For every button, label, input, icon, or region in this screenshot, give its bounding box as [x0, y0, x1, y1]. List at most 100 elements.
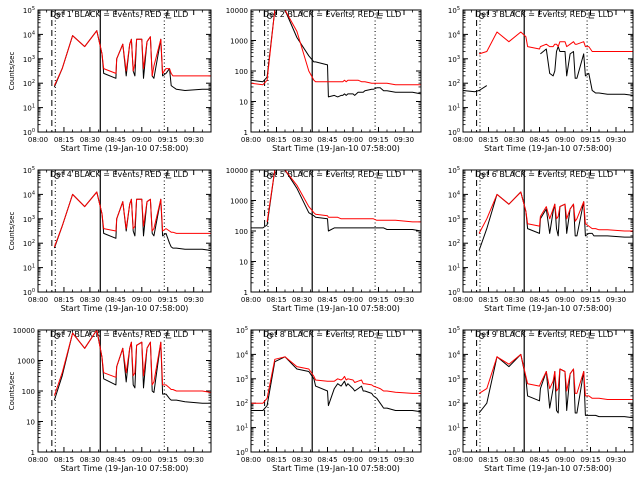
- x-tick-label: 09:00: [555, 296, 575, 304]
- y-tick-label: 102: [448, 79, 460, 88]
- y-tick-label: 102: [448, 399, 460, 408]
- y-tick-label: 100: [22, 388, 35, 396]
- detector-panel-5: Det 5 BLACK = Events, RED = LLD 1 10 100 100…: [226, 167, 422, 313]
- x-tick-label: 08:15: [266, 136, 286, 144]
- marker-circle-glyph: [54, 173, 60, 179]
- detector-panel-3: Det 3 BLACK = Events, RED = LLD 100 101 102…: [448, 6, 634, 153]
- y-tick-label: 100: [235, 228, 248, 236]
- y-tick-label: 101: [23, 104, 35, 113]
- y-tick-label: 100: [235, 68, 248, 76]
- x-tick-label: 08:00: [28, 296, 48, 304]
- y-tick-label: 100: [448, 448, 460, 457]
- y-tick-label: 104: [448, 350, 460, 359]
- x-tick-label: 09:30: [606, 296, 626, 304]
- y-tick-label: 101: [448, 264, 460, 273]
- lld-series-line: [53, 191, 211, 248]
- x-tick-label: 09:30: [184, 456, 204, 464]
- detector-panel-2: Det 2 BLACK = Events, RED = LLD 1 10 100 100…: [226, 7, 422, 153]
- x-axis-label: Start Time (19-Jan-10 07:58:00): [484, 144, 612, 153]
- panel-title: Det 4 BLACK = Events, RED = LLD: [50, 170, 188, 179]
- x-tick-label: 09:30: [184, 136, 204, 144]
- x-tick-label: 08:45: [106, 456, 126, 464]
- panel-title: Det 1 BLACK = Events, RED = LLD: [50, 10, 188, 19]
- x-tick-label: 09:00: [343, 296, 363, 304]
- panel-title: Det 8 BLACK = Events, RED = LLD: [263, 330, 401, 339]
- x-tick-label: 08:30: [80, 296, 100, 304]
- x-tick-label: 09:15: [368, 296, 388, 304]
- x-tick-label: 08:30: [504, 296, 524, 304]
- y-tick-label: 100: [23, 128, 35, 137]
- y-tick-label: 102: [236, 399, 248, 408]
- x-tick-label: 09:30: [184, 296, 204, 304]
- plot-frame: [37, 9, 212, 133]
- x-axis-label: Start Time (19-Jan-10 07:58:00): [61, 304, 189, 313]
- y-tick-label: 105: [448, 166, 460, 175]
- events-series-line: [251, 169, 422, 232]
- y-tick-label: 102: [448, 239, 460, 248]
- plot-frame: [250, 169, 422, 293]
- x-axis-label: Start Time (19-Jan-10 07:58:00): [272, 464, 400, 473]
- x-tick-label: 08:30: [80, 456, 100, 464]
- x-tick-label: 08:30: [80, 136, 100, 144]
- y-tick-label: 105: [23, 166, 35, 175]
- marker-corner-glyph: [376, 172, 383, 179]
- x-tick-label: 08:30: [292, 456, 312, 464]
- y-tick-label: 10: [26, 419, 35, 427]
- events-series-line: [462, 46, 634, 96]
- x-tick-label: 08:45: [529, 296, 549, 304]
- detector-panel-7: Det 7 BLACK = Events, RED = LLD 1 10 100 100…: [8, 327, 212, 473]
- marker-circle-glyph: [478, 13, 485, 19]
- y-tick-label: 1000: [230, 198, 248, 206]
- plot-frame: [462, 169, 634, 293]
- x-tick-label: 09:15: [580, 136, 600, 144]
- x-tick-label: 09:00: [132, 456, 152, 464]
- x-tick-label: 09:15: [580, 456, 600, 464]
- y-tick-label: 101: [23, 264, 35, 273]
- y-tick-label: 104: [236, 350, 248, 359]
- marker-corner-glyph: [376, 332, 383, 339]
- lld-series-line: [266, 169, 421, 223]
- x-tick-label: 09:00: [132, 296, 152, 304]
- x-axis-label: Start Time (19-Jan-10 07:58:00): [61, 464, 189, 473]
- y-tick-label: 102: [23, 79, 35, 88]
- lld-series-line: [478, 191, 633, 234]
- y-tick-label: 100: [236, 448, 248, 457]
- x-tick-label: 08:00: [453, 136, 473, 144]
- panel-title: Det 9 BLACK = Events, RED = LLD: [475, 330, 613, 339]
- y-tick-label: 1: [244, 289, 248, 297]
- marker-circle-glyph: [478, 173, 485, 179]
- events-series-line: [250, 9, 422, 98]
- y-tick-label: 104: [23, 190, 35, 199]
- y-tick-label: 100: [23, 288, 35, 297]
- x-tick-label: 09:00: [555, 456, 575, 464]
- x-tick-label: 08:45: [529, 456, 549, 464]
- y-tick-label: 10: [239, 99, 248, 107]
- lld-series-line: [251, 356, 421, 404]
- x-tick-label: 09:00: [132, 136, 152, 144]
- y-tick-label: 101: [448, 424, 460, 433]
- plot-frame: [37, 329, 212, 453]
- y-tick-label: 103: [23, 55, 35, 64]
- x-tick-label: 08:00: [453, 296, 473, 304]
- y-tick-label: 10: [239, 259, 248, 267]
- y-tick-label: 102: [23, 239, 35, 248]
- y-tick-label: 1000: [17, 358, 35, 366]
- y-tick-label: 104: [448, 190, 460, 199]
- x-tick-label: 08:15: [54, 296, 74, 304]
- x-tick-label: 09:15: [158, 296, 178, 304]
- x-tick-label: 09:15: [158, 136, 178, 144]
- y-tick-label: 105: [23, 6, 35, 15]
- y-tick-label: 103: [23, 215, 35, 224]
- marker-corner-glyph: [165, 332, 172, 339]
- marker-corner-glyph: [588, 12, 595, 19]
- marker-corner-glyph: [165, 12, 172, 19]
- marker-corner-glyph: [588, 332, 595, 339]
- y-axis-label: Counts/sec: [8, 212, 16, 251]
- panel-title: Det 3 BLACK = Events, RED = LLD: [475, 10, 613, 19]
- x-tick-label: 09:00: [555, 136, 575, 144]
- detector-panel-4: Det 4 BLACK = Events, RED = LLD 100 101 102…: [8, 166, 212, 313]
- y-tick-label: 100: [448, 288, 460, 297]
- y-tick-label: 10000: [13, 327, 35, 335]
- x-tick-label: 08:15: [266, 456, 286, 464]
